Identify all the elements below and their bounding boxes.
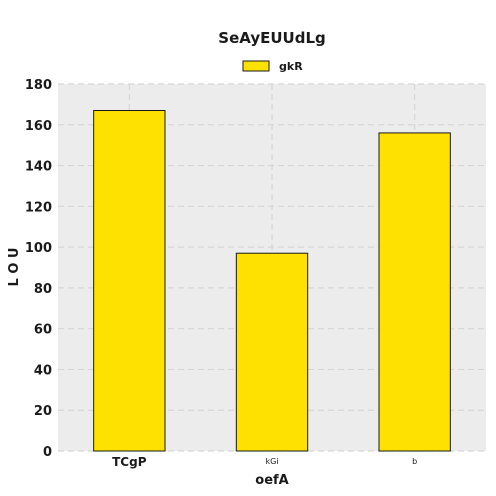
y-tick-label-7: 140 — [25, 160, 52, 175]
x-tick-label-2: b — [412, 457, 417, 466]
y-axis-label: L O U — [7, 248, 22, 287]
y-tick-label-2: 40 — [34, 363, 52, 378]
bar-TCgP — [93, 110, 166, 452]
y-axis-ticks: 0 20 40 60 80 100 120 140 160 180 — [25, 78, 52, 460]
x-axis-ticks: TCgP kGi b — [112, 455, 417, 469]
chart-title: SeAyEUUdLg — [218, 29, 325, 47]
y-tick-label-3: 60 — [34, 323, 52, 338]
legend-label-gkR: gkR — [279, 60, 303, 73]
x-tick-label-1: kGi — [265, 457, 278, 466]
y-tick-label-0: 0 — [43, 445, 52, 460]
y-tick-label-5: 100 — [25, 241, 52, 256]
bar-kGi — [235, 252, 309, 452]
x-axis-label: oefA — [255, 473, 288, 488]
x-tick-label-0: TCgP — [112, 455, 147, 469]
y-tick-label-4: 80 — [34, 282, 52, 297]
legend: gkR — [242, 60, 303, 73]
y-tick-label-9: 180 — [25, 78, 52, 93]
y-tick-label-6: 120 — [25, 200, 52, 215]
legend-swatch-gkR — [242, 60, 270, 72]
y-tick-label-1: 20 — [34, 404, 52, 419]
y-tick-label-8: 160 — [25, 119, 52, 134]
bar-b — [378, 132, 451, 452]
bars — [93, 110, 451, 452]
